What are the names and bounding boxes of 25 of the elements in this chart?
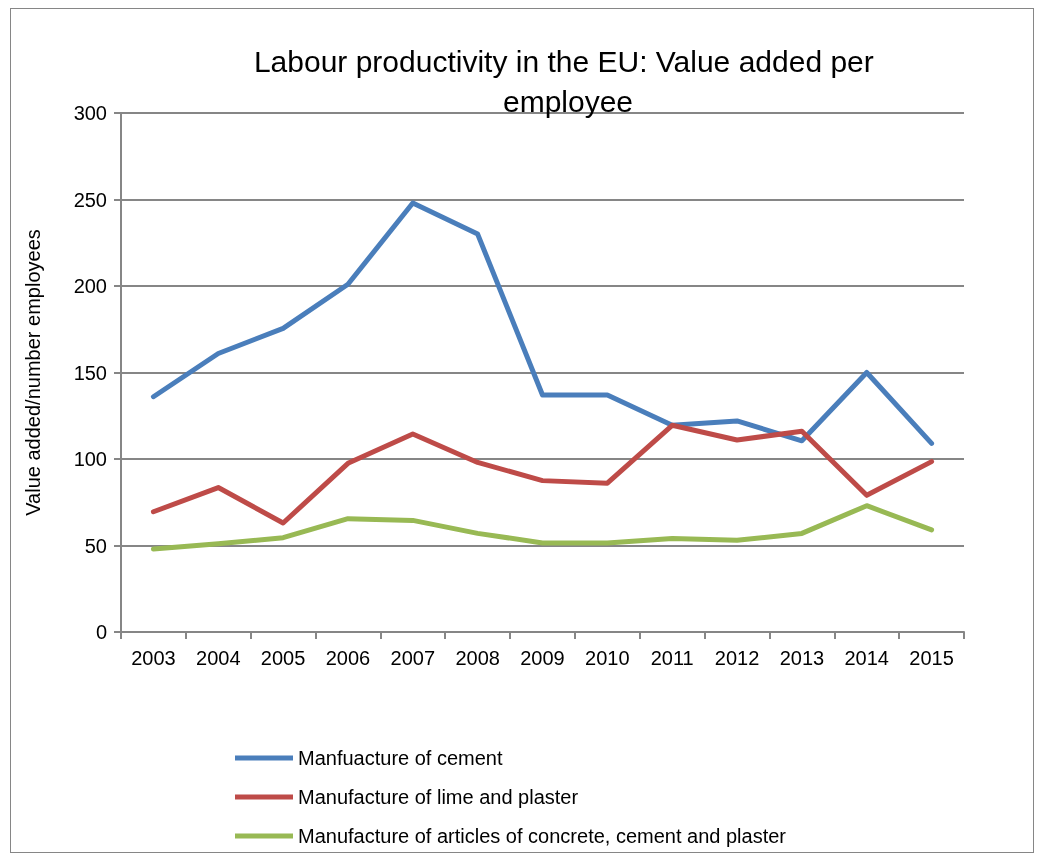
x-tick-label: 2005 xyxy=(260,647,306,669)
y-tick-label: 150 xyxy=(73,361,107,384)
x-tick-label: 2009 xyxy=(520,647,565,669)
x-tick-label: 2008 xyxy=(455,647,500,669)
x-tick-label: 2011 xyxy=(650,647,694,669)
x-tick-label: 2015 xyxy=(909,647,954,669)
x-tick-label: 2013 xyxy=(779,647,825,669)
y-tick-label: 300 xyxy=(73,102,107,124)
y-tick-label: 100 xyxy=(73,448,107,470)
legend-label: Manufacture of lime and plaster xyxy=(298,786,579,808)
y-tick-label: 0 xyxy=(95,621,107,643)
legend-label: Manfuacture of cement xyxy=(298,747,503,769)
chart-title: Labour productivity in the EU: Value added per employee xyxy=(253,44,883,118)
x-tick-label: 2014 xyxy=(844,647,889,669)
y-tick-label: 250 xyxy=(73,188,107,211)
legend-label: Manufacture of articles of concrete, cement and plaster xyxy=(298,825,787,847)
x-tick-label: 2007 xyxy=(390,647,436,669)
y-axis-title: Value added/number employees xyxy=(22,229,44,516)
x-tick-label: 2010 xyxy=(585,647,630,669)
x-tick-label: 2004 xyxy=(196,647,241,669)
x-tick-label: 2012 xyxy=(714,647,760,669)
y-tick-label: 200 xyxy=(73,275,107,297)
x-tick-label: 2003 xyxy=(131,647,176,669)
x-tick-label: 2006 xyxy=(325,647,371,669)
y-tick-label: 50 xyxy=(84,534,107,557)
